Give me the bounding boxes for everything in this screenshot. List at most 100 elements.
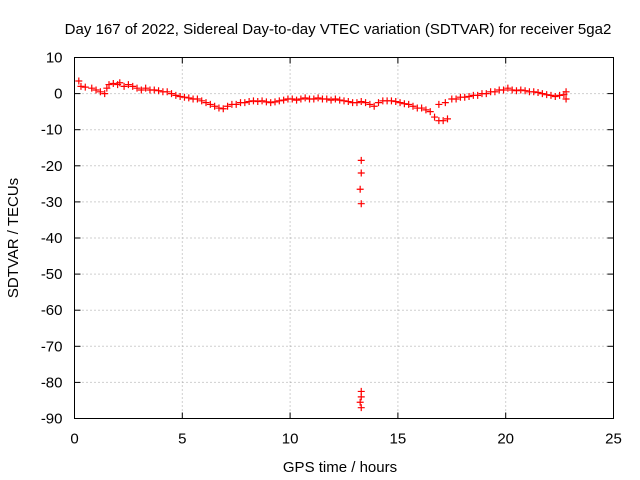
data-point-main-band [353,99,361,107]
data-point-main-band [258,97,266,105]
data-point-main-band [556,91,564,99]
x-tick-label: 0 [70,431,78,448]
data-point-main-band [336,96,344,104]
y-tick-label: -90 [41,411,63,428]
data-point-main-band [211,102,219,110]
data-point-main-band [517,86,525,94]
data-point-outliers [357,393,365,401]
data-point-main-band [366,100,374,108]
data-point-main-band [280,96,288,104]
data-point-main-band [422,106,430,114]
data-point-main-band [96,88,104,96]
data-points [75,77,570,412]
data-point-main-band [288,95,296,103]
data-point-main-band [323,95,331,103]
data-point-main-band [124,81,132,89]
data-point-main-band [215,104,223,112]
data-point-outliers [357,156,365,164]
data-point-main-band [109,79,117,87]
data-point-main-band [133,84,141,92]
data-point-main-band [75,77,83,85]
data-point-main-band [562,95,570,103]
x-tick-label: 10 [282,431,299,448]
data-point-main-band [271,98,279,106]
data-point-main-band [176,92,184,100]
data-point-main-band [512,87,520,95]
y-tick-label: 10 [46,50,63,67]
data-point-main-band [92,86,100,94]
data-point-main-band [180,93,188,101]
y-axis-label: SDTVAR / TECUs [5,178,22,298]
data-point-main-band [562,88,570,96]
data-point-main-band [150,86,158,94]
data-point-main-band [249,97,257,105]
data-point-main-band [396,99,404,107]
data-point-main-band [232,100,240,108]
data-point-main-band [409,102,417,110]
data-point-main-band [340,97,348,105]
data-point-main-band [262,98,270,106]
data-point-main-band [275,97,283,105]
axis-ticks: 0 5 10 15 20 25 10 0 -10 -20 -30 -40 -50 -60 -70 -80 -90 [41,50,622,448]
data-point-main-band [293,96,301,104]
data-point-main-band [435,100,443,108]
data-point-main-band [297,95,305,103]
data-point-main-band [551,92,559,100]
chart-title: Day 167 of 2022, Sidereal Day-to-day VTE… [65,21,612,38]
data-point-outliers [357,169,365,177]
data-point-main-band [344,98,352,106]
data-point-main-band [142,84,150,92]
data-point-main-band [452,95,460,103]
data-point-main-band [81,83,89,91]
data-point-main-band [534,89,542,97]
data-point-main-band [521,87,529,95]
data-point-main-band [314,94,322,102]
data-point-main-band [105,81,113,89]
data-point-outliers [357,404,365,412]
y-tick-label: -30 [41,194,63,211]
data-point-main-band [491,88,499,96]
data-point-main-band [482,90,490,98]
data-point-main-band [405,100,413,108]
y-tick-label: -10 [41,122,63,139]
data-point-main-band [374,99,382,107]
data-point-main-band [103,84,111,92]
x-tick-label: 5 [178,431,186,448]
data-point-main-band [267,99,275,107]
data-point-main-band [439,117,447,125]
data-point-main-band [116,79,124,87]
data-point-main-band [530,88,538,96]
data-point-main-band [426,108,434,116]
y-tick-label: -80 [41,374,63,391]
y-tick-label: -60 [41,302,63,319]
x-tick-label: 25 [605,431,622,448]
data-point-outliers [356,398,364,406]
data-point-main-band [443,115,451,123]
data-point-main-band [538,90,546,98]
data-point-main-band [137,86,145,94]
data-point-main-band [241,99,249,107]
data-point-main-band [301,94,309,102]
data-point-main-band [185,94,193,102]
data-point-main-band [198,97,206,105]
data-point-main-band [504,84,512,92]
data-point-main-band [418,104,426,112]
y-tick-label: -70 [41,338,63,355]
data-point-main-band [362,99,370,107]
data-point-main-band [219,105,227,113]
data-point-main-band [547,91,555,99]
data-point-main-band [254,98,262,106]
data-point-main-band [120,82,128,90]
data-point-main-band [129,82,137,90]
data-point-main-band [88,84,96,92]
data-point-main-band [101,90,109,98]
data-point-main-band [168,90,176,98]
data-point-main-band [327,96,335,104]
data-point-main-band [474,91,482,99]
data-point-main-band [245,98,253,106]
data-point-main-band [193,95,201,103]
data-point-main-band [310,95,318,103]
data-point-main-band [461,93,469,101]
